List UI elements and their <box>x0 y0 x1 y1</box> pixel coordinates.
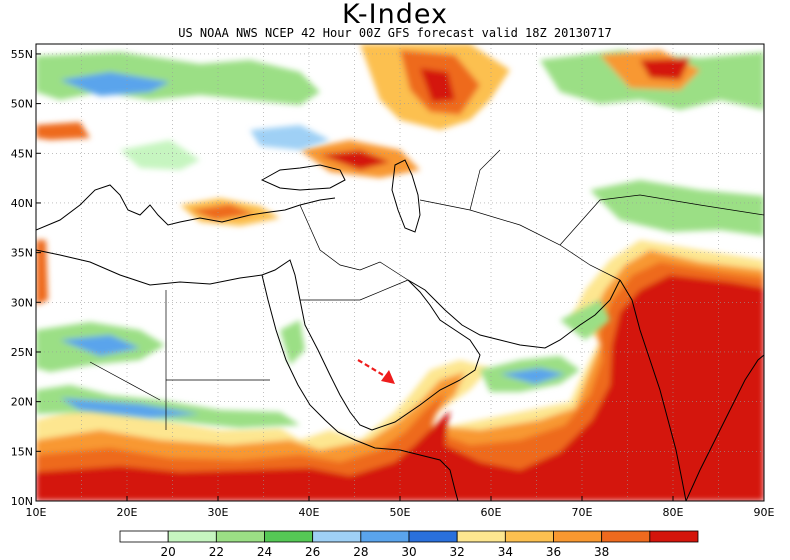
india-east-coast <box>685 354 764 501</box>
latitude-labels: 55N 50N 45N 40N 35N 30N 25N 20N 15N 10N <box>11 48 41 508</box>
latitude-label: 15N <box>11 445 33 458</box>
moderate-k-bands <box>36 125 610 428</box>
map-subtitle: US NOAA NWS NCEP 42 Hour 00Z GFS forecas… <box>178 26 612 40</box>
colorbar: 20 22 24 26 28 30 32 34 36 38 <box>119 530 699 559</box>
mediterranean-north-coast <box>36 184 336 231</box>
colorbar-level-label: 22 <box>209 545 224 559</box>
latitude-label: 25N <box>11 346 33 359</box>
colorbar-level-label: 20 <box>161 545 176 559</box>
longitude-label: 60E <box>481 506 502 519</box>
colorbar-swatch <box>119 530 169 543</box>
latitude-label: 50N <box>11 98 33 111</box>
colorbar-level-label: 36 <box>546 545 561 559</box>
africa-north-coast <box>36 249 263 286</box>
latitude-label: 35N <box>11 247 33 260</box>
colorbar-swatch <box>360 530 410 543</box>
colorbar-level-label: 34 <box>498 545 513 559</box>
arabia-coast <box>371 279 481 431</box>
latitude-label: 10N <box>11 495 33 508</box>
latitude-label: 55N <box>11 48 33 61</box>
colorbar-swatch <box>504 530 554 543</box>
colorbar-swatch <box>264 530 314 543</box>
annotation-arrow <box>357 359 395 384</box>
longitude-label: 50E <box>390 506 411 519</box>
colorbar-level-label: 38 <box>594 545 609 559</box>
colorbar-level-label: 32 <box>450 545 465 559</box>
longitude-label: 10E <box>26 506 47 519</box>
high-k-region-north <box>36 44 764 305</box>
country-borders <box>89 149 764 430</box>
colorbar-level-label: 30 <box>401 545 416 559</box>
india-coast <box>619 279 687 501</box>
colorbar-swatch <box>167 530 217 543</box>
colorbar-swatch <box>215 530 265 543</box>
longitude-label: 20E <box>117 506 138 519</box>
colorbar-swatch <box>649 530 699 543</box>
latitude-label: 30N <box>11 296 33 309</box>
black-sea-coast <box>260 164 346 191</box>
longitude-label: 40E <box>299 506 320 519</box>
colorbar-swatch <box>601 530 651 543</box>
coastlines <box>36 149 764 501</box>
colorbar-swatch <box>456 530 506 543</box>
map-title: K-Index <box>342 0 448 30</box>
latitude-label: 40N <box>11 197 33 210</box>
longitude-label: 70E <box>572 506 593 519</box>
colorbar-level-label: 26 <box>305 545 320 559</box>
colorbar-swatch <box>312 530 362 543</box>
persian-gulf-coast <box>407 279 621 349</box>
lat-lon-grid <box>36 44 764 501</box>
colorbar-level-label: 28 <box>353 545 368 559</box>
longitude-label: 30E <box>208 506 229 519</box>
latitude-label: 45N <box>11 147 33 160</box>
latitude-label: 20N <box>11 396 33 409</box>
horn-of-africa-coast <box>337 431 459 501</box>
colorbar-swatch <box>408 530 458 543</box>
caspian-sea-coast <box>391 159 421 233</box>
colorbar-swatch <box>553 530 603 543</box>
longitude-label: 80E <box>663 506 684 519</box>
colorbar-level-label: 24 <box>257 545 272 559</box>
red-sea-west-coast <box>261 274 339 433</box>
red-sea-coast <box>261 259 373 431</box>
longitude-labels: 10E 20E 30E 40E 50E 60E 70E 80E 90E <box>26 496 775 519</box>
longitude-label: 90E <box>754 506 775 519</box>
